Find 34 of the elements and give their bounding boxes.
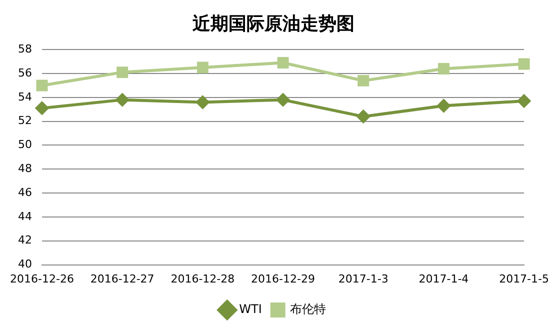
point xyxy=(277,57,289,68)
y-tick-label: 50 xyxy=(18,138,32,152)
point xyxy=(518,58,530,70)
x-tick-label: 2016-12-27 xyxy=(90,272,154,286)
x-tick-label: 2017-1-4 xyxy=(418,272,469,286)
y-tick-label: 48 xyxy=(18,162,32,176)
y-tick-label: 46 xyxy=(18,186,32,199)
point xyxy=(276,93,290,106)
x-tick-label: 2016-12-28 xyxy=(170,272,235,286)
chart-title: 近期国际原油走势图 xyxy=(192,13,354,34)
x-tick-label: 2016-12-29 xyxy=(251,272,315,286)
x-tick-label: 2016-12-26 xyxy=(10,272,74,286)
y-tick-label: 44 xyxy=(18,210,32,223)
y-tick-label: 54 xyxy=(18,90,32,104)
point xyxy=(196,96,210,109)
point xyxy=(196,62,208,74)
y-tick-label: 52 xyxy=(18,114,32,128)
point xyxy=(518,94,531,108)
point xyxy=(35,102,48,115)
point xyxy=(116,93,129,106)
legend-label: 布伦特 xyxy=(290,302,326,316)
legend-label: WTI xyxy=(239,302,262,316)
point xyxy=(36,80,48,92)
x-tick-label: 2017-1-3 xyxy=(338,272,388,286)
point xyxy=(437,99,450,112)
y-tick-label: 56 xyxy=(18,66,32,80)
point xyxy=(116,66,128,78)
y-tick-label: 42 xyxy=(18,234,32,247)
y-tick-label: 40 xyxy=(18,258,32,271)
point xyxy=(358,74,370,86)
point xyxy=(356,110,370,124)
y-tick-label: 58 xyxy=(18,42,32,56)
point xyxy=(438,62,450,74)
x-tick-label: 2017-1-5 xyxy=(499,272,550,286)
